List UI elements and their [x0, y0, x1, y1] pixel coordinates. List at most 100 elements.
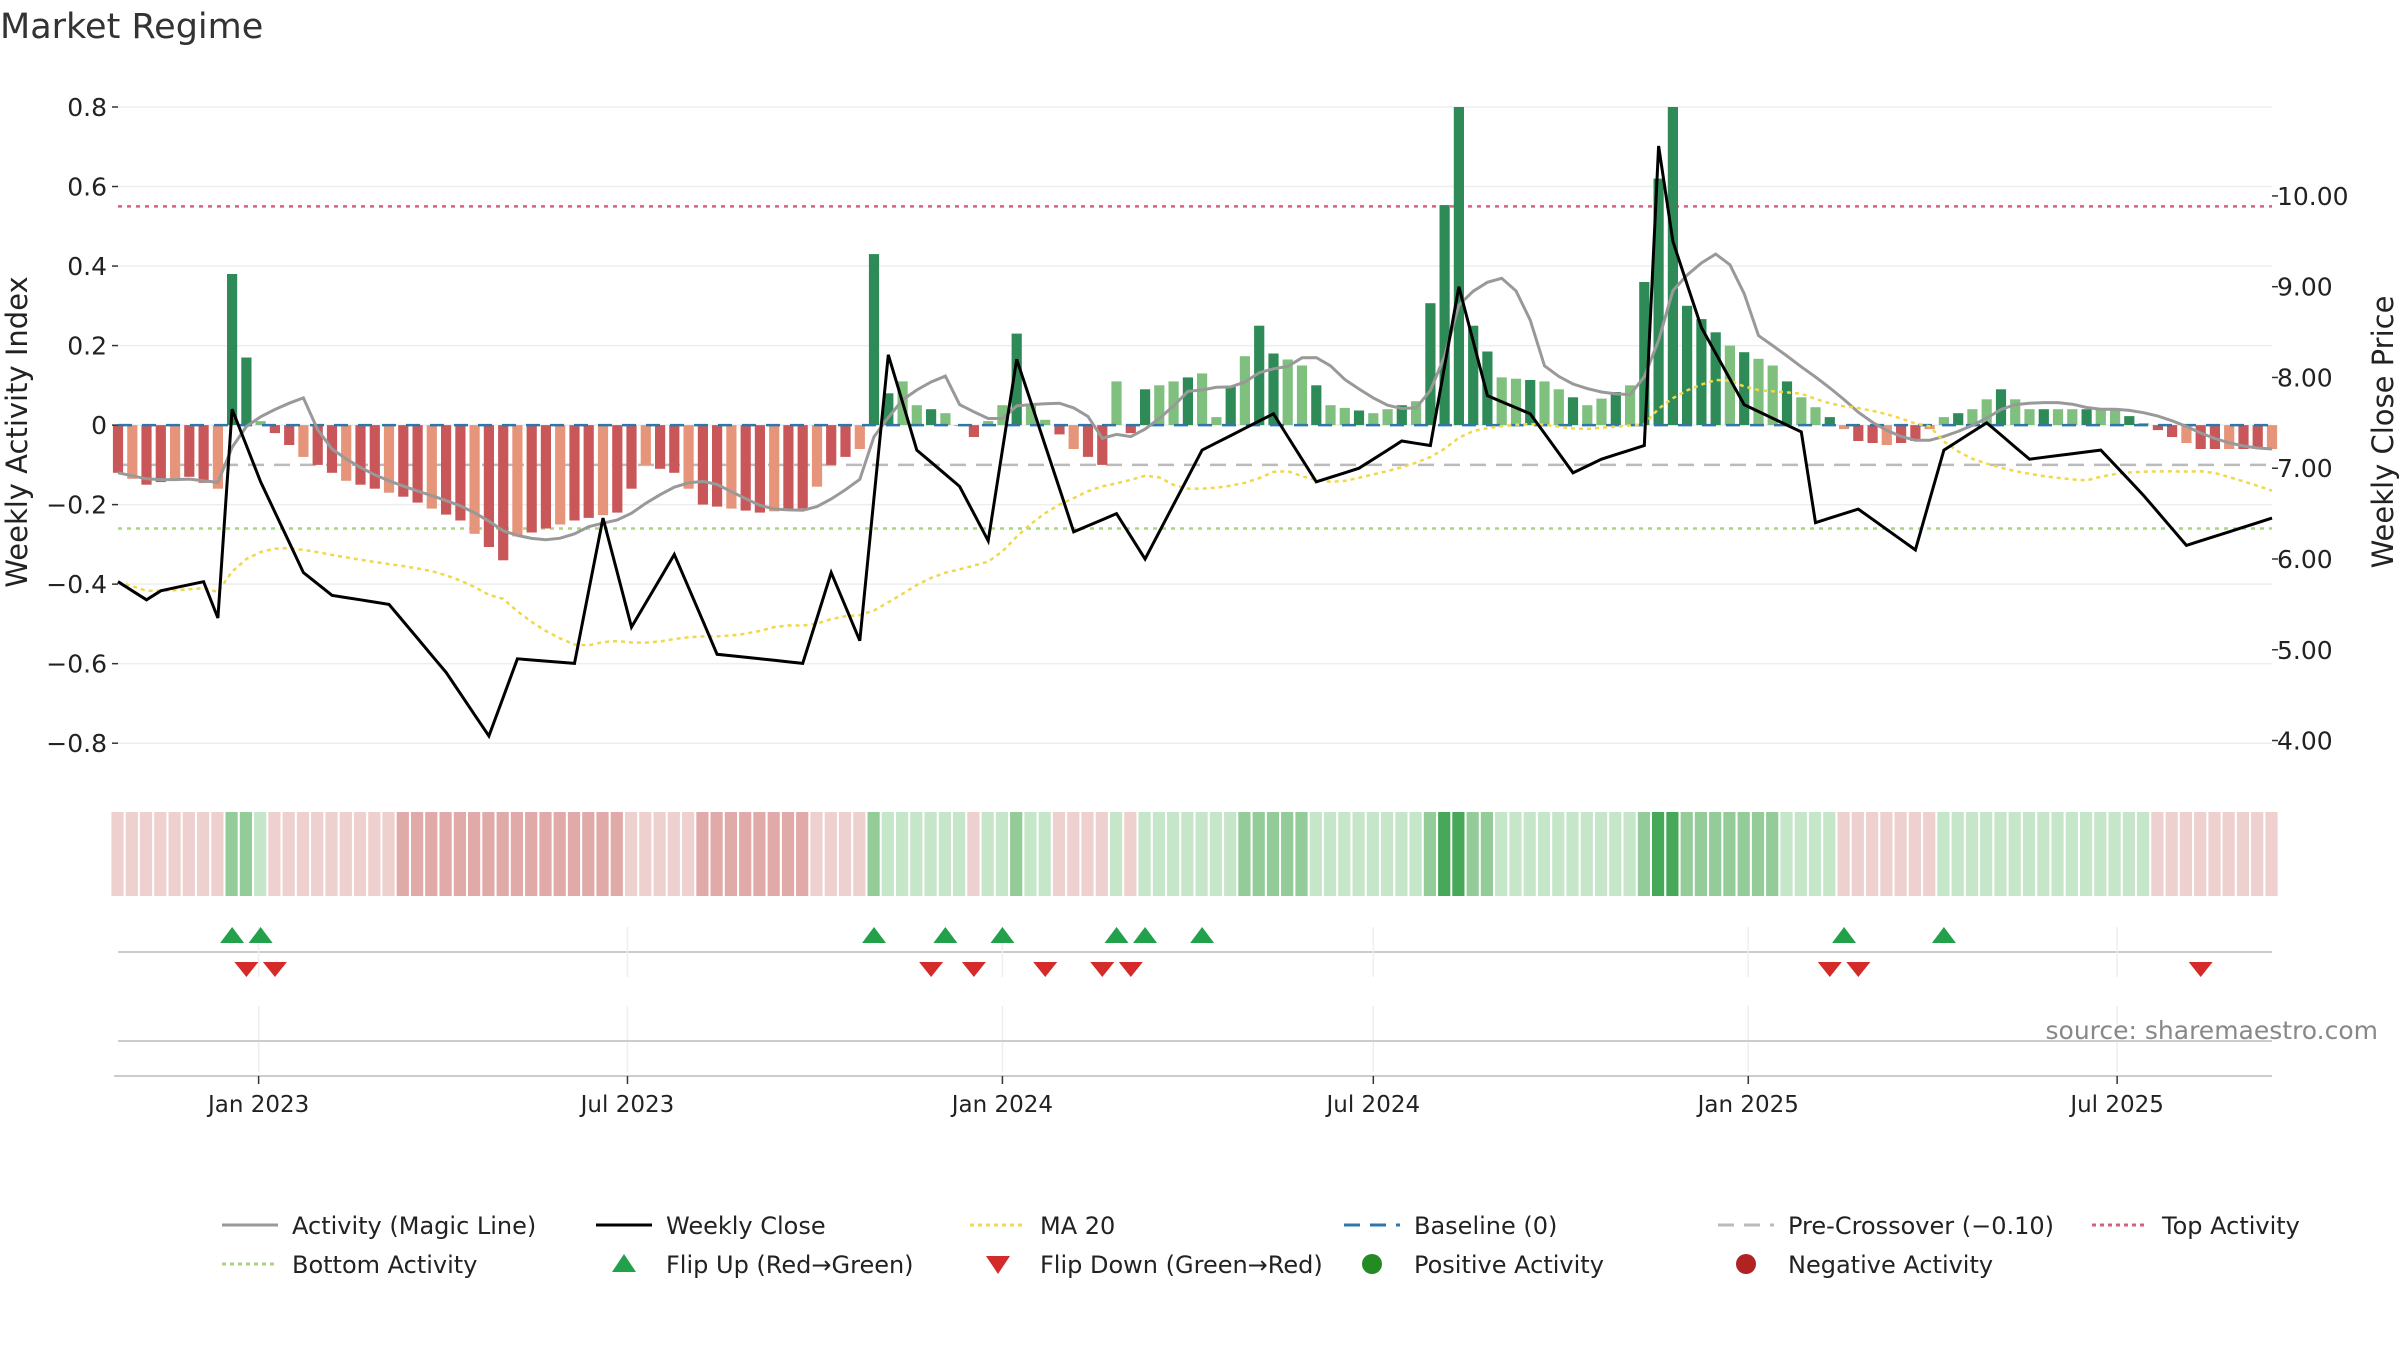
activity-bar: [683, 425, 694, 489]
activity-bar: [1667, 107, 1678, 426]
regime-cell: [967, 812, 980, 896]
activity-bar: [854, 425, 865, 449]
flip-up-marker: [862, 927, 887, 943]
y-left-tick-label: 0.8: [67, 93, 107, 122]
regime-cell: [1038, 812, 1051, 896]
regime-cell: [2122, 812, 2135, 896]
regime-cell: [1381, 812, 1394, 896]
regime-cell: [1295, 812, 1308, 896]
y-right-tick-label: 4.00: [2277, 727, 2333, 756]
legend-item: Pre-Crossover (−0.10): [1718, 1212, 2054, 1240]
regime-cell: [1281, 812, 1294, 896]
regime-cell: [1495, 812, 1508, 896]
activity-bar: [911, 405, 922, 426]
regime-cell: [353, 812, 367, 896]
regime-cell: [2022, 812, 2036, 896]
x-tick-label: Jul 2025: [2068, 1092, 2164, 1118]
regime-cell: [1466, 812, 1479, 896]
regime-cell: [368, 812, 381, 896]
regime-cell: [225, 812, 238, 896]
activity-bar: [2195, 425, 2206, 449]
regime-cell: [981, 812, 994, 896]
regime-cell: [796, 812, 809, 896]
regime-cell: [1052, 812, 1066, 896]
legend-label: Baseline (0): [1414, 1212, 1557, 1240]
activity-bar: [1682, 305, 1693, 426]
flip-up-marker: [990, 927, 1015, 943]
activity-bar: [112, 425, 124, 473]
regime-cell: [168, 812, 181, 896]
x-tick-label: Jul 2023: [579, 1092, 675, 1118]
regime-cell: [1609, 812, 1622, 896]
regime-cell: [2051, 812, 2064, 896]
legend-swatch: [1736, 1254, 1756, 1274]
regime-cell: [1409, 812, 1422, 896]
activity-bar: [198, 425, 209, 483]
regime-cell: [853, 812, 866, 896]
activity-bar: [1339, 407, 1350, 426]
regime-cell: [1352, 812, 1365, 896]
activity-bar: [2010, 399, 2021, 426]
activity-bar: [383, 425, 395, 493]
regime-cell: [667, 812, 680, 896]
activity-bar: [312, 425, 323, 465]
regime-cell: [197, 812, 210, 896]
regime-cell: [1124, 812, 1137, 896]
regime-cell: [411, 812, 424, 896]
regime-cell: [1252, 812, 1265, 896]
legend-item: Positive Activity: [1362, 1251, 1604, 1279]
regime-cell: [953, 812, 966, 896]
activity-bar: [1653, 178, 1664, 426]
activity-bar: [1168, 381, 1179, 426]
regime-cell: [1595, 812, 1608, 896]
regime-band: [111, 812, 2278, 896]
y-left-tick-label: −0.4: [46, 570, 107, 599]
activity-bar: [697, 425, 708, 505]
regime-cell: [1209, 812, 1222, 896]
activity-bar: [655, 425, 666, 469]
regime-cell: [296, 812, 310, 896]
activity-bar: [712, 425, 723, 507]
main-panel: 0.8 0.6 0.4 0.2 0 −0.2 −0.4 −0.6 −0.8 10.00 9.00 8…: [0, 93, 2400, 758]
regime-cell: [2222, 812, 2235, 896]
x-axis: Jan 2023 Jul 2023 Jan 2024 Jul 2024 Jan 2025…: [206, 1076, 2164, 1118]
activity-bar: [412, 425, 423, 503]
regime-cell: [1438, 812, 1451, 896]
activity-bar: [1325, 405, 1336, 426]
regime-cell: [810, 812, 823, 896]
activity-bar: [2224, 425, 2235, 449]
activity-bar: [1753, 358, 1764, 426]
regime-cell: [1880, 812, 1893, 896]
activity-bar: [2038, 409, 2049, 426]
activity-bar: [1610, 392, 1621, 426]
x-tick-label: Jan 2025: [1696, 1092, 1799, 1118]
regime-cell: [111, 812, 124, 896]
regime-cell: [1537, 812, 1551, 896]
activity-bar: [455, 425, 466, 521]
regime-cell: [282, 812, 295, 896]
regime-cell: [1152, 812, 1165, 896]
legend-item: Weekly Close: [596, 1212, 826, 1240]
activity-bar: [640, 425, 651, 465]
activity-bar: [1439, 205, 1450, 426]
activity-bar: [1867, 425, 1878, 443]
activity-bar: [512, 425, 523, 537]
legend: Activity (Magic Line) Weekly Close MA 20 Ba…: [222, 1212, 2300, 1279]
y-left-tick-label: 0: [91, 411, 107, 440]
y-left-tick-label: 0.2: [67, 332, 107, 361]
regime-cell: [1680, 812, 1693, 896]
activity-bar: [184, 425, 195, 477]
regime-cell: [682, 812, 695, 896]
regime-cell: [781, 812, 795, 896]
legend-swatch: [1362, 1254, 1382, 1274]
activity-bar: [1525, 380, 1536, 426]
ma20-line: [117, 378, 2273, 647]
y-left-tick-label: −0.2: [46, 491, 107, 520]
activity-bar: [868, 254, 880, 426]
activity-bar: [269, 425, 280, 434]
regime-cell: [1709, 812, 1722, 896]
regime-cell: [154, 812, 167, 896]
activity-bar: [1125, 425, 1136, 434]
legend-item: Activity (Magic Line): [222, 1212, 536, 1240]
y-right-tick-label: 10.00: [2277, 182, 2349, 211]
